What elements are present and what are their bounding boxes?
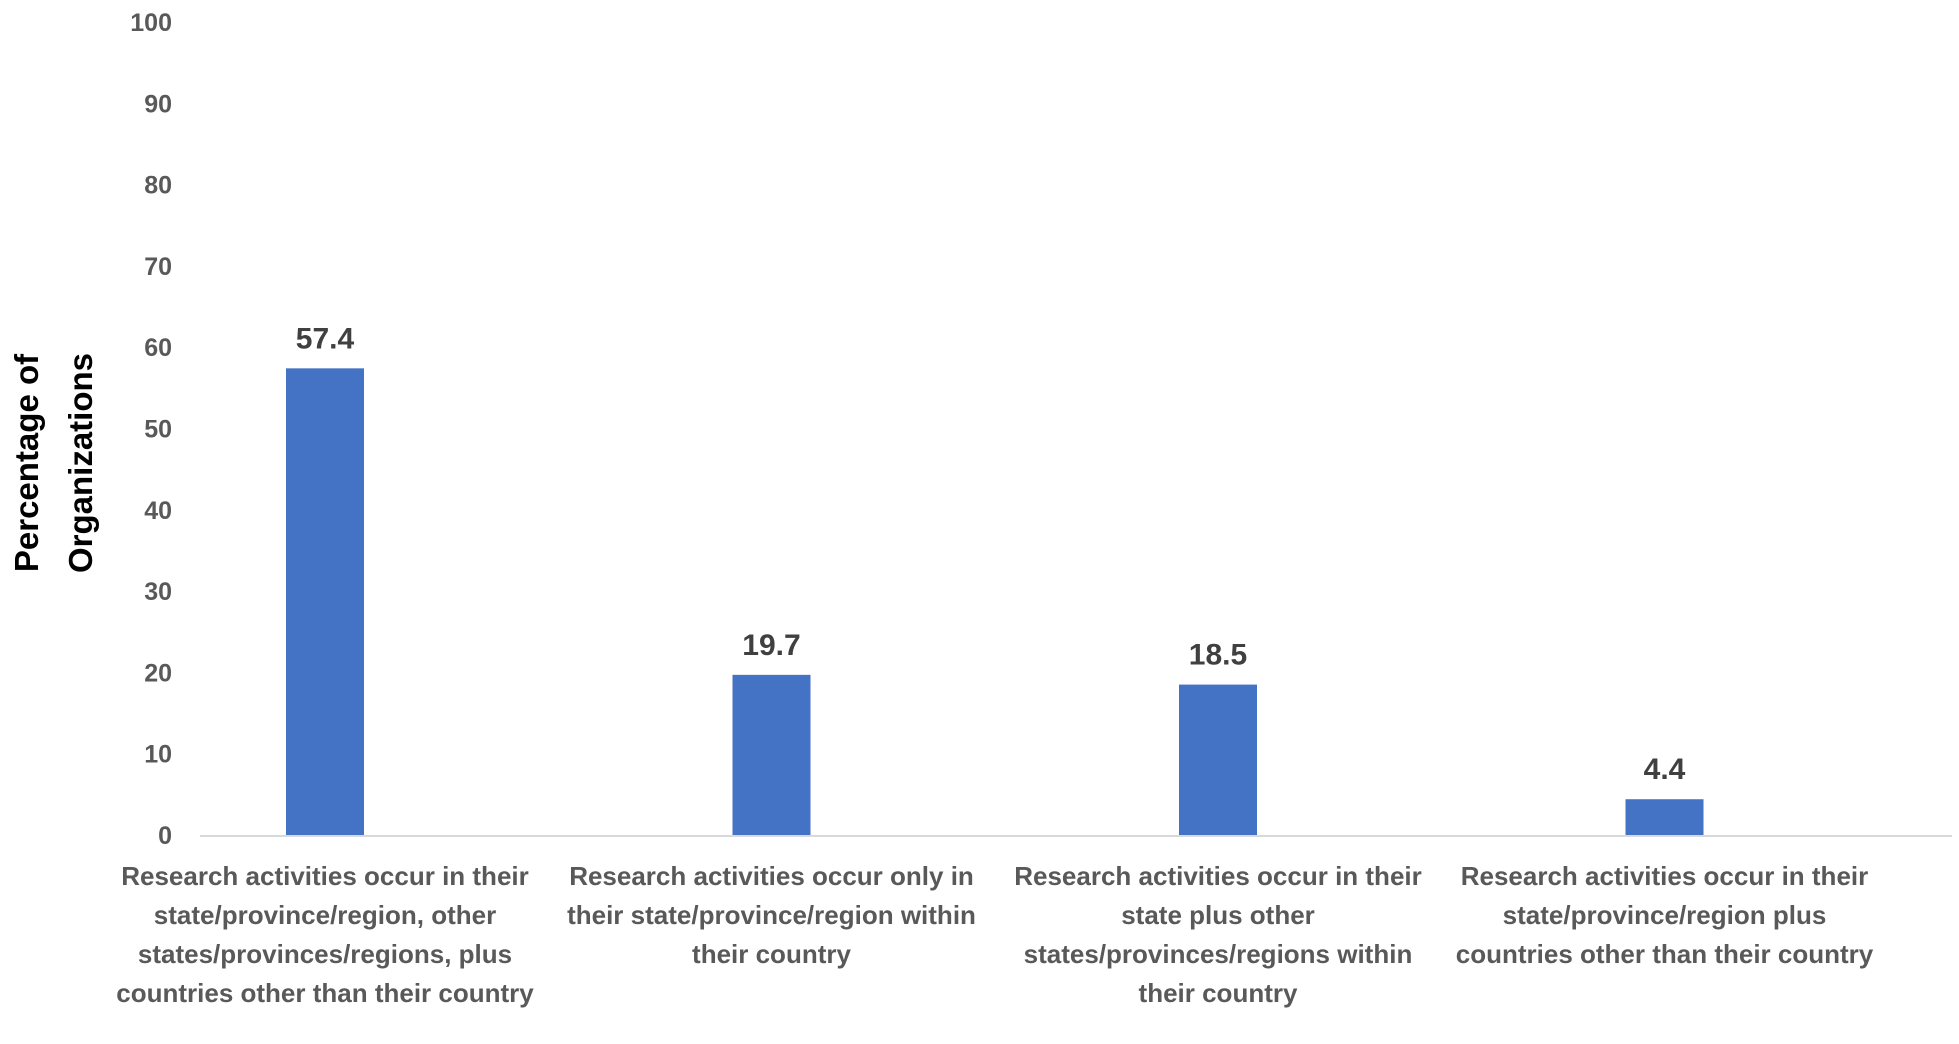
y-axis-ticks: 0 10 20 30 40 50 60 70 80 90 100: [130, 9, 172, 850]
y-tick-label: 40: [144, 497, 172, 525]
data-labels: 57.4 19.7 18.5 4.4: [296, 322, 1686, 786]
bar-data-label: 4.4: [1644, 753, 1686, 786]
y-tick-label: 90: [144, 90, 172, 118]
bar: [732, 674, 811, 835]
x-category-label: Research activities occur only in their …: [567, 861, 976, 969]
y-tick-label: 50: [144, 416, 172, 444]
x-category-label: Research activities occur in their state…: [1014, 861, 1422, 1008]
y-tick-label: 80: [144, 172, 172, 200]
y-axis-title-line-2: Organizations: [62, 353, 99, 573]
bar: [1179, 684, 1257, 835]
bar-data-label: 57.4: [296, 322, 355, 355]
bar-series: [286, 368, 1704, 835]
y-tick-label: 30: [144, 578, 172, 606]
y-tick-label: 60: [144, 334, 172, 362]
y-axis-title: Percentage of Organizations: [8, 353, 99, 573]
x-category-label: Research activities occur in their state…: [116, 861, 534, 1008]
y-tick-label: 20: [144, 659, 172, 687]
bar-data-label: 19.7: [742, 629, 800, 662]
y-tick-label: 10: [144, 741, 172, 769]
bar-data-label: 18.5: [1189, 639, 1247, 672]
bar: [1625, 799, 1704, 835]
y-tick-label: 0: [158, 822, 172, 850]
y-tick-label: 70: [144, 253, 172, 281]
bar: [286, 368, 364, 835]
y-axis-title-line-1: Percentage of: [8, 353, 45, 572]
x-category-label: Research activities occur in their state…: [1455, 861, 1874, 969]
y-tick-label: 100: [130, 9, 172, 37]
